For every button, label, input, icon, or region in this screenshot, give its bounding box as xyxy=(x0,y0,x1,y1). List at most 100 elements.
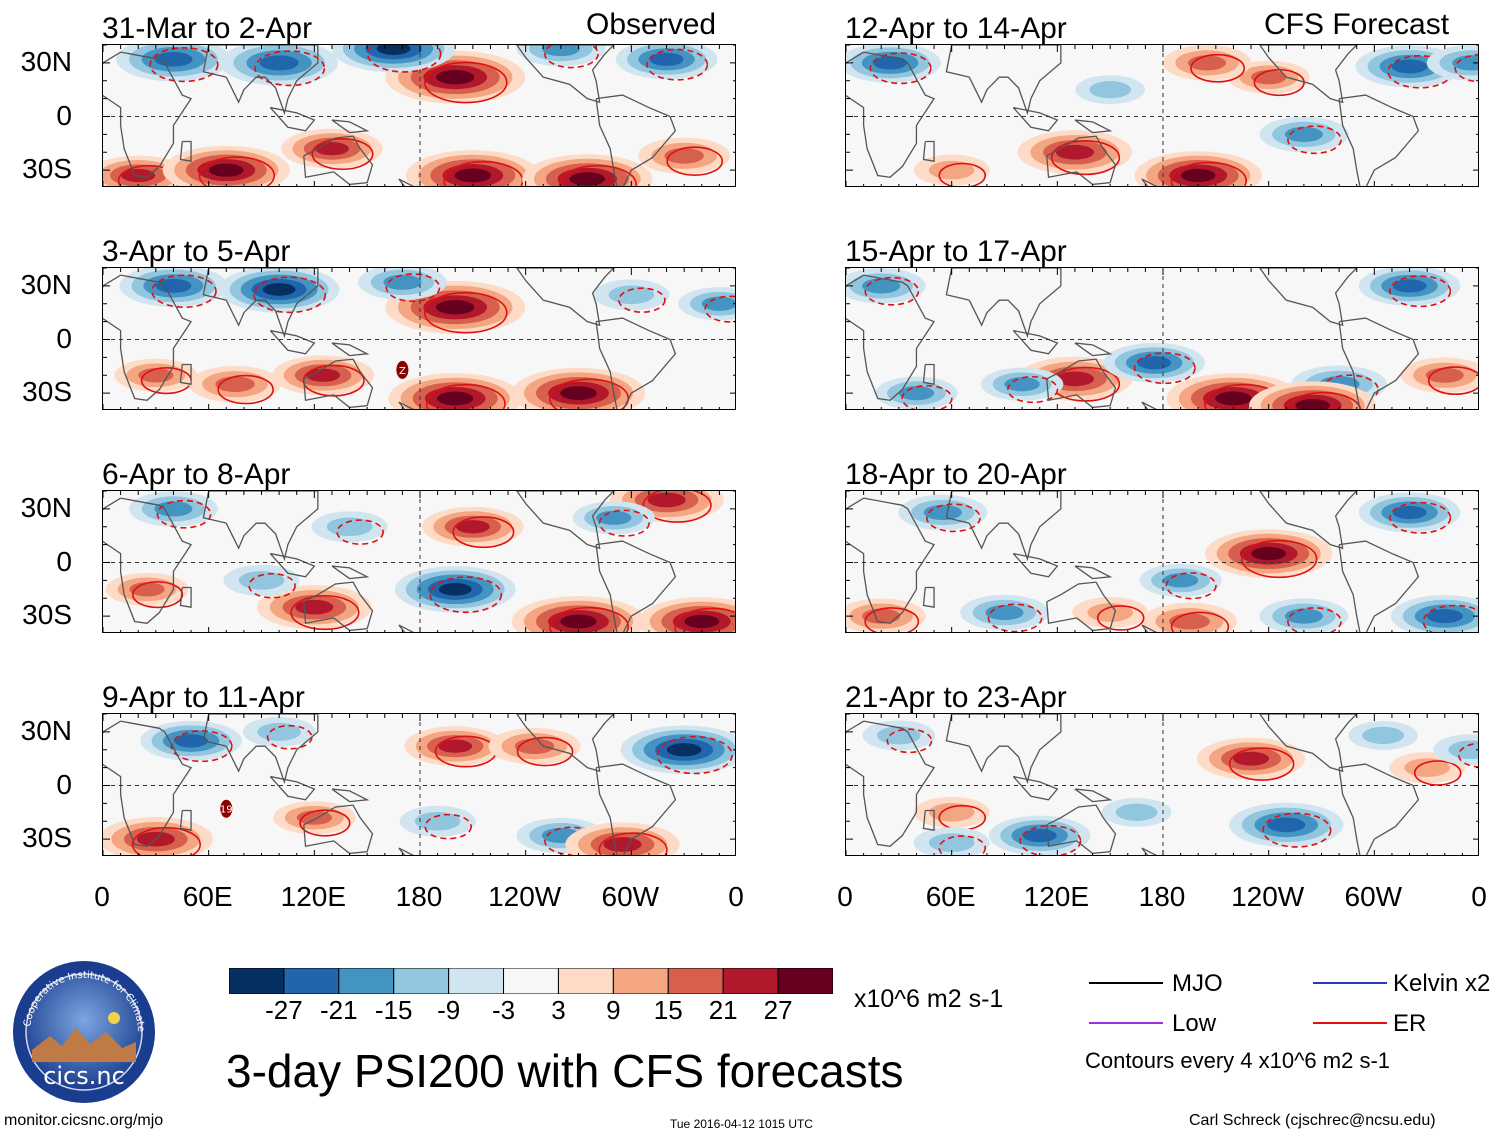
colorbar-swatch xyxy=(503,967,559,995)
coastline xyxy=(269,552,316,578)
coastline xyxy=(179,809,192,831)
y-tick-label: 30N xyxy=(20,268,72,300)
coastline xyxy=(398,401,414,409)
anomaly-contour-fill xyxy=(215,376,255,393)
colorbar xyxy=(228,967,834,995)
colorbar-tick-label: 15 xyxy=(653,995,683,1025)
anomaly-contour-fill xyxy=(1392,279,1427,293)
er-contour xyxy=(674,607,735,632)
coastline xyxy=(1141,401,1157,409)
coastline xyxy=(1338,94,1420,186)
coastline xyxy=(595,763,677,855)
storm-marker-label: Z xyxy=(399,366,406,377)
colorbar-swatches xyxy=(228,967,834,995)
coastline xyxy=(846,51,936,178)
coastline xyxy=(179,586,192,608)
er-contour xyxy=(1096,605,1145,631)
colorbar-swatch xyxy=(557,967,614,995)
coastline xyxy=(202,491,319,562)
anomaly-contour-fill xyxy=(560,386,597,401)
x-tick-label: 60E xyxy=(182,881,233,912)
cics-logo[interactable]: Cooperative Institute for Climate and Sa… xyxy=(7,950,158,1106)
coastline xyxy=(303,581,374,632)
x-tick-label: 0 xyxy=(94,881,110,912)
anomaly-contour-fill xyxy=(1267,817,1306,833)
coastline xyxy=(303,135,374,186)
x-tick-label: 60E xyxy=(925,881,976,912)
anomaly-contour-fill xyxy=(1169,613,1210,630)
anomaly-contour-fill xyxy=(306,368,341,382)
er-contour xyxy=(217,374,274,405)
coastline xyxy=(516,268,615,327)
coastline xyxy=(269,329,316,355)
coastline xyxy=(846,274,936,401)
coastline xyxy=(202,268,319,339)
er-contour xyxy=(131,581,184,609)
coastline xyxy=(1046,358,1117,409)
coastline xyxy=(1074,342,1113,357)
anomaly-contour-fill xyxy=(1284,126,1323,142)
x-tick-label: 180 xyxy=(1138,881,1186,912)
anomaly-contour-fill xyxy=(1055,371,1095,387)
er-contour xyxy=(1050,140,1121,176)
er-contour xyxy=(423,61,508,104)
coastline xyxy=(516,714,615,773)
anomaly-contour-fill xyxy=(569,172,606,186)
er-contour xyxy=(452,516,515,549)
colorbar-tick-label: -9 xyxy=(437,995,461,1025)
er-contour xyxy=(598,509,650,537)
anomaly-contour-fill xyxy=(1115,803,1158,821)
x-tick-label: 120W xyxy=(1231,881,1305,912)
legend-label-er: ER xyxy=(1393,1010,1427,1037)
psi200-field xyxy=(103,45,735,186)
map-panel xyxy=(845,713,1479,856)
anomaly-contour-fill xyxy=(862,278,901,294)
coastline xyxy=(922,363,935,385)
er-contour xyxy=(1454,53,1478,83)
footer-url[interactable]: monitor.cicsnc.org/mjo xyxy=(4,1112,164,1129)
map-panel: 19 xyxy=(102,713,736,856)
coastline xyxy=(398,178,414,186)
psi200-field: Z xyxy=(103,268,735,409)
er-contour xyxy=(299,809,351,837)
anomaly-contour-fill xyxy=(923,504,962,521)
x-tick-label: 180 xyxy=(395,881,443,912)
anomaly-contour-fill xyxy=(1087,603,1133,622)
er-contour xyxy=(1413,760,1462,786)
er-contour xyxy=(1422,604,1478,632)
psi200-field xyxy=(846,491,1478,632)
y-tick-label: 0 xyxy=(56,545,72,577)
x-tick-label: 0 xyxy=(837,881,853,912)
anomaly-contour-fill xyxy=(436,69,475,85)
er-contour xyxy=(864,607,920,632)
coastline xyxy=(179,363,192,385)
er-contour xyxy=(336,519,384,545)
anomaly-contour-fill xyxy=(666,743,702,757)
panel-title: 15-Apr to 17-Apr xyxy=(845,235,1067,268)
anomaly-contour-fill xyxy=(1362,726,1405,745)
storm-marker-label: 19 xyxy=(220,805,233,816)
anomaly-contour-fill xyxy=(647,492,686,508)
er-contour xyxy=(869,52,932,85)
y-tick-label: 30N xyxy=(20,714,72,746)
er-contour xyxy=(544,45,599,69)
anomaly-contour-fill xyxy=(1180,168,1216,183)
coastline xyxy=(269,106,316,132)
anomaly-contour-fill xyxy=(985,604,1024,621)
footer-timestamp: Tue 2016-04-12 1015 UTC xyxy=(670,1117,813,1131)
er-contour xyxy=(1389,501,1452,534)
er-contour xyxy=(198,156,276,186)
coastline xyxy=(331,565,370,580)
colorbar-tick-label: 3 xyxy=(551,995,566,1025)
anomaly-contour-fill xyxy=(436,300,475,315)
y-tick-label: 30N xyxy=(20,45,72,77)
footer-credit: Carl Schreck (cjschrec@ncsu.edu) xyxy=(1189,1112,1436,1129)
main-title: 3-day PSI200 with CFS forecasts xyxy=(226,1045,904,1097)
er-contour xyxy=(254,50,326,87)
coastline xyxy=(1046,581,1117,632)
anomaly-contour-fill xyxy=(438,582,472,596)
er-contour xyxy=(149,47,219,83)
er-contour xyxy=(425,383,506,409)
coastline xyxy=(1259,714,1358,773)
anomaly-contour-fill xyxy=(608,285,655,305)
